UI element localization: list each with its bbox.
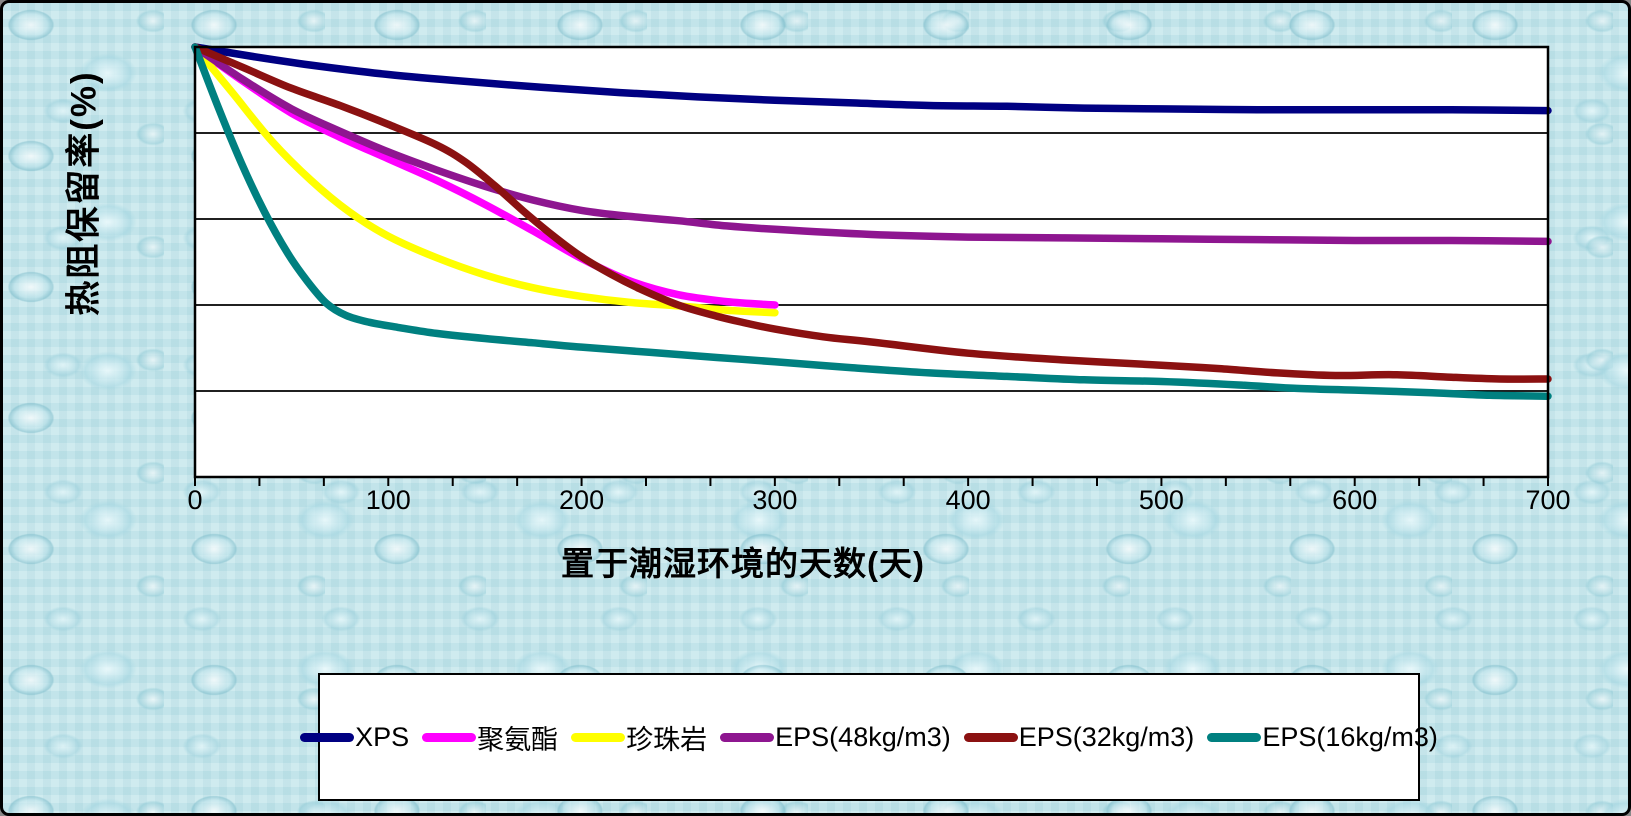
plot-frame: [193, 45, 1550, 479]
legend-label: 聚氨酯: [477, 724, 559, 755]
legend-swatch: [720, 732, 775, 742]
legend-label: XPS: [355, 721, 410, 752]
legend-label: EPS(32kg/m3): [1018, 721, 1195, 752]
series-line-EPS(32kg/m3): [191, 43, 1552, 383]
legend-item: EPS(48kg/m3): [720, 722, 951, 753]
chart-svg: [191, 43, 1552, 486]
legend-swatch: [300, 732, 355, 742]
legend-swatch: [1207, 732, 1262, 742]
x-tick-label: 400: [945, 485, 991, 515]
x-axis-title: 置于潮湿环境的天数(天): [561, 545, 925, 582]
legend-item: XPS: [300, 722, 409, 753]
legend-item: 聚氨酯: [422, 718, 558, 757]
series-line-聚氨酯: [191, 43, 779, 309]
legend-swatch: [571, 732, 626, 742]
legend-swatch: [963, 732, 1018, 742]
legend-label: 珍珠岩: [626, 724, 708, 755]
x-tick-label: 600: [1332, 485, 1378, 515]
x-tick-label: 500: [1138, 485, 1184, 515]
legend-item: EPS(32kg/m3): [963, 721, 1195, 753]
legend-item: 珍珠岩: [571, 718, 707, 757]
x-tick-label: 100: [365, 485, 411, 515]
legend-label: EPS(16kg/m3): [1262, 721, 1438, 752]
x-tick-label: 300: [752, 485, 798, 515]
legend-box: XPS 聚氨酯 珍珠岩 EPS(48kg/m3) EPS(32kg/m3) EPS(16k…: [300, 673, 1438, 801]
plot-area: [191, 43, 1552, 486]
x-tick-label: 700: [1525, 485, 1571, 515]
legend-label: EPS(48kg/m3): [775, 721, 951, 752]
series-line-EPS(48kg/m3): [191, 43, 1552, 246]
legend-item: EPS(16kg/m3): [1207, 722, 1438, 753]
x-tick-label: 0: [187, 485, 203, 515]
legend-swatch: [422, 732, 477, 742]
y-axis-title: 热阻保留率(%): [64, 70, 104, 316]
x-tick-label: 200: [559, 485, 605, 515]
series-line-XPS: [191, 43, 1552, 115]
series-line-EPS(16kg/m3): [191, 43, 1552, 400]
